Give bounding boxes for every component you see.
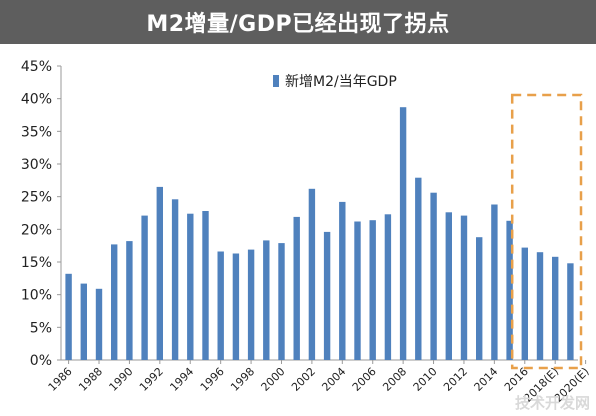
m2-gdp-bar-chart: 0%5%10%15%20%25%30%35%40%45% 1986 1988 199… <box>21 59 592 412</box>
x-tick-label: 1988 <box>76 365 105 394</box>
y-axis: 0% 5% 10% 15% 20% 25% 30% 35% 40% 45% <box>21 59 62 369</box>
y-tick-label: 45% <box>21 59 52 75</box>
bar <box>156 186 163 360</box>
forecast-highlight <box>510 93 583 370</box>
bar <box>232 253 240 360</box>
bar <box>399 107 407 360</box>
x-tick-label: 1994 <box>167 365 196 394</box>
bar <box>476 237 483 360</box>
x-tick-label: 1996 <box>198 365 227 394</box>
bar <box>323 231 331 360</box>
bar <box>263 240 270 360</box>
x-tick-label: 1998 <box>228 365 257 394</box>
bar <box>202 211 209 360</box>
bar <box>80 283 87 360</box>
x-tick-label: 2010 <box>411 365 440 394</box>
x-tick-label: 2008 <box>380 365 409 394</box>
x-tick-label: 2006 <box>350 365 379 394</box>
bar <box>95 288 103 360</box>
bar <box>354 221 361 360</box>
bar <box>187 213 194 360</box>
x-tick-label: 2004 <box>319 365 348 394</box>
x-axis: 1986 1988 1990 1992 1994 1996 1998 2000 2002 2004… <box>46 359 592 405</box>
bar <box>278 243 285 360</box>
bar <box>491 204 498 360</box>
bar <box>384 214 392 360</box>
x-tick-label: 2014 <box>471 365 500 394</box>
x-tick-label: 2012 <box>441 365 470 394</box>
bar <box>430 192 437 360</box>
bar <box>460 215 468 360</box>
x-tick-label: 1986 <box>46 365 75 394</box>
legend: 新增M2/当年GDP <box>273 74 397 90</box>
bar <box>567 263 574 360</box>
bar <box>247 249 255 360</box>
bar <box>308 188 316 360</box>
bar <box>111 244 118 360</box>
bars <box>65 107 574 360</box>
x-tick-label: 1992 <box>137 365 166 394</box>
legend-swatch <box>273 75 279 87</box>
x-tick-label: 1990 <box>107 365 136 394</box>
bar <box>65 273 72 360</box>
bar <box>126 241 133 360</box>
bar <box>552 256 559 360</box>
y-tick-label: 0% <box>30 353 52 369</box>
bar <box>369 220 376 360</box>
y-tick-label: 25% <box>21 190 52 206</box>
bar <box>415 177 422 360</box>
bar <box>536 252 544 360</box>
y-tick-label: 20% <box>21 222 52 238</box>
y-tick-label: 10% <box>21 288 52 304</box>
bar <box>217 251 224 360</box>
bar <box>445 212 452 360</box>
bar <box>521 247 528 360</box>
x-tick-label: 2002 <box>289 365 318 394</box>
watermark-text: 技术开发网 <box>515 394 590 412</box>
bar <box>506 220 513 360</box>
x-tick-label: 2000 <box>259 365 288 394</box>
bar <box>171 199 179 360</box>
bar <box>339 201 346 360</box>
bar <box>141 215 148 360</box>
chart-title: M2增量/GDP已经出现了拐点 <box>0 0 596 44</box>
y-tick-label: 30% <box>21 157 52 173</box>
bar <box>293 216 300 360</box>
y-tick-label: 40% <box>21 92 52 108</box>
y-tick-label: 15% <box>21 255 52 271</box>
legend-label: 新增M2/当年GDP <box>285 74 397 90</box>
forecast-highlight-box <box>510 93 583 370</box>
y-tick-label: 5% <box>30 320 52 336</box>
y-tick-label: 35% <box>21 124 52 140</box>
